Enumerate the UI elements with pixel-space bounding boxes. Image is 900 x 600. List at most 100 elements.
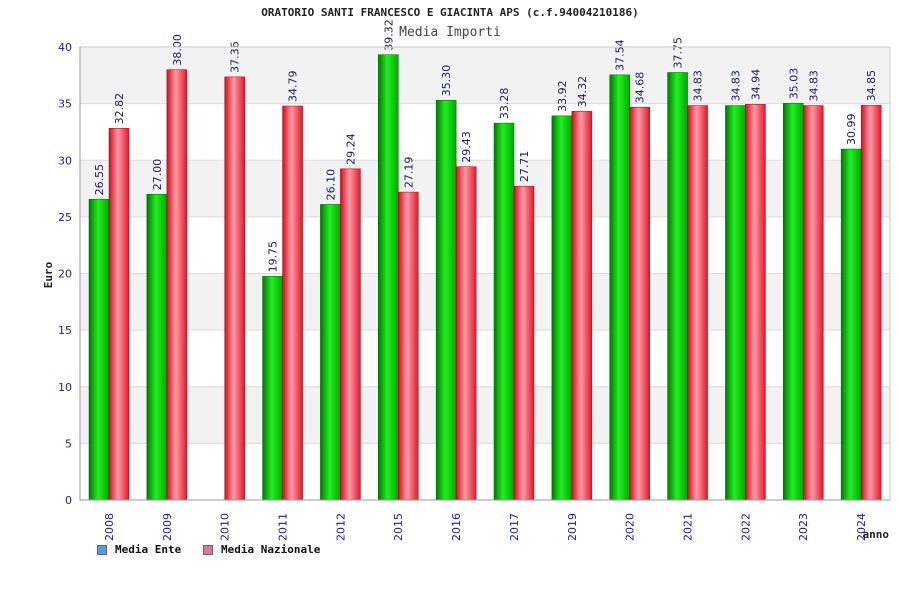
- x-tick-label: 2023: [797, 513, 810, 541]
- bar-media-ente: [840, 148, 862, 501]
- bar-media-ente: [609, 74, 630, 501]
- bar-media-nazionale: [745, 104, 766, 501]
- x-tick-label: 2009: [161, 513, 174, 541]
- data-label: 34.83: [807, 70, 820, 102]
- data-label: 39.32: [382, 19, 395, 51]
- data-label: 37.36: [229, 41, 242, 73]
- bar-media-ente: [435, 99, 457, 501]
- data-label: 35.03: [787, 68, 800, 100]
- data-label: 34.83: [729, 70, 742, 102]
- x-tick-label: 2015: [392, 513, 405, 541]
- data-label: 27.71: [518, 151, 531, 183]
- bars: [88, 54, 882, 501]
- bar-media-nazionale: [687, 105, 708, 501]
- x-tick-label: 2010: [219, 513, 232, 541]
- x-tick-label: 2022: [739, 513, 752, 541]
- x-tick-label: 2011: [277, 513, 290, 541]
- plot-band: [80, 160, 890, 217]
- legend-label: Media Nazionale: [221, 543, 321, 556]
- y-tick-label: 30: [58, 154, 72, 167]
- bar-media-nazionale: [224, 76, 245, 501]
- data-label: 34.32: [576, 76, 589, 108]
- legend-swatch-icon: [203, 544, 213, 555]
- y-tick-label: 0: [65, 494, 72, 507]
- plot-band: [80, 273, 890, 331]
- bar-media-nazionale: [340, 168, 361, 501]
- x-tick-label: 2019: [566, 513, 579, 541]
- data-label: 33.28: [498, 88, 511, 120]
- bar-media-nazionale: [455, 166, 477, 501]
- data-label: 26.10: [324, 169, 337, 201]
- plot-band: [80, 216, 890, 274]
- bar-media-nazionale: [803, 105, 824, 501]
- bar-media-ente: [667, 72, 688, 501]
- data-label: 29.24: [344, 133, 357, 165]
- plot-band: [80, 386, 890, 444]
- bar-media-ente: [551, 115, 573, 501]
- y-tick-labels: 0 5 10 15 20 25 30 35 40: [58, 41, 72, 507]
- y-tick-label: 5: [65, 437, 72, 450]
- chart-subtitle: Media Importi: [399, 25, 501, 40]
- legend-label: Media Ente: [115, 543, 182, 556]
- data-label: 27.00: [151, 159, 164, 191]
- bar-media-nazionale: [571, 111, 593, 501]
- legend-item-media-ente: Media Ente: [97, 543, 181, 556]
- data-label: 26.55: [93, 164, 106, 196]
- bar-media-nazionale: [513, 185, 535, 501]
- chart-title: ORATORIO SANTI FRANCESCO E GIACINTA APS …: [261, 6, 639, 19]
- data-label: 37.54: [614, 39, 627, 71]
- bar-media-ente: [725, 105, 746, 501]
- bar-media-nazionale: [282, 105, 303, 501]
- axes: [79, 46, 891, 501]
- x-tick-labels: 2008 2009 2010 2011 2012 2015 2016 2017 2019 2020…: [103, 513, 868, 541]
- data-label: 34.85: [865, 70, 878, 102]
- x-tick-label: 2012: [334, 513, 347, 541]
- bar-media-ente: [262, 276, 283, 501]
- data-label: 34.94: [749, 69, 762, 101]
- data-label: 34.68: [634, 72, 647, 104]
- x-tick-label: 2020: [624, 513, 637, 541]
- bar-media-nazionale: [108, 128, 130, 501]
- y-tick-label: 10: [58, 381, 72, 394]
- data-label: 29.43: [460, 131, 473, 163]
- legend-swatch-icon: [97, 544, 107, 555]
- plot-band: [80, 103, 890, 161]
- data-label: 34.79: [287, 71, 300, 103]
- bar-media-nazionale: [629, 106, 650, 501]
- y-tick-label: 25: [58, 211, 72, 224]
- plot-band: [80, 443, 890, 500]
- data-label: 30.99: [845, 114, 858, 146]
- y-tick-label: 20: [58, 268, 72, 281]
- bar-media-nazionale: [166, 69, 188, 501]
- plot-band: [80, 330, 890, 387]
- bar-media-ente: [88, 199, 110, 501]
- data-label: 32.82: [113, 93, 126, 125]
- data-label: 33.92: [556, 80, 569, 112]
- y-tick-label: 40: [58, 41, 72, 54]
- bar-media-ente: [378, 54, 399, 501]
- data-label: 19.75: [267, 241, 280, 273]
- bar-media-nazionale: [398, 191, 419, 501]
- bar-media-ente: [146, 193, 168, 501]
- x-axis-label: anno: [863, 528, 890, 541]
- x-tick-label: 2017: [508, 513, 521, 541]
- value-labels: 26.55 27.00 19.75 26.10 39.32 35.30 33.28 33.92…: [93, 19, 878, 272]
- bar-media-ente: [783, 103, 804, 501]
- x-tick-label: 2008: [103, 513, 116, 541]
- bar-media-ente: [320, 204, 341, 501]
- data-label: 38.00: [171, 34, 184, 66]
- data-label: 27.19: [402, 157, 415, 189]
- data-label: 37.75: [672, 37, 685, 69]
- x-tick-label: 2016: [450, 513, 463, 541]
- data-label: 34.83: [692, 70, 705, 102]
- y-tick-label: 35: [58, 98, 72, 111]
- data-label: 35.30: [440, 65, 453, 97]
- y-tick-label: 15: [58, 324, 72, 337]
- plot-band: [80, 47, 890, 104]
- x-tick-label: 2021: [682, 513, 695, 541]
- bar-media-nazionale: [860, 105, 882, 501]
- y-axis-label: Euro: [42, 261, 55, 288]
- bar-media-ente: [493, 122, 515, 501]
- x-tick-label: 2024: [855, 513, 868, 541]
